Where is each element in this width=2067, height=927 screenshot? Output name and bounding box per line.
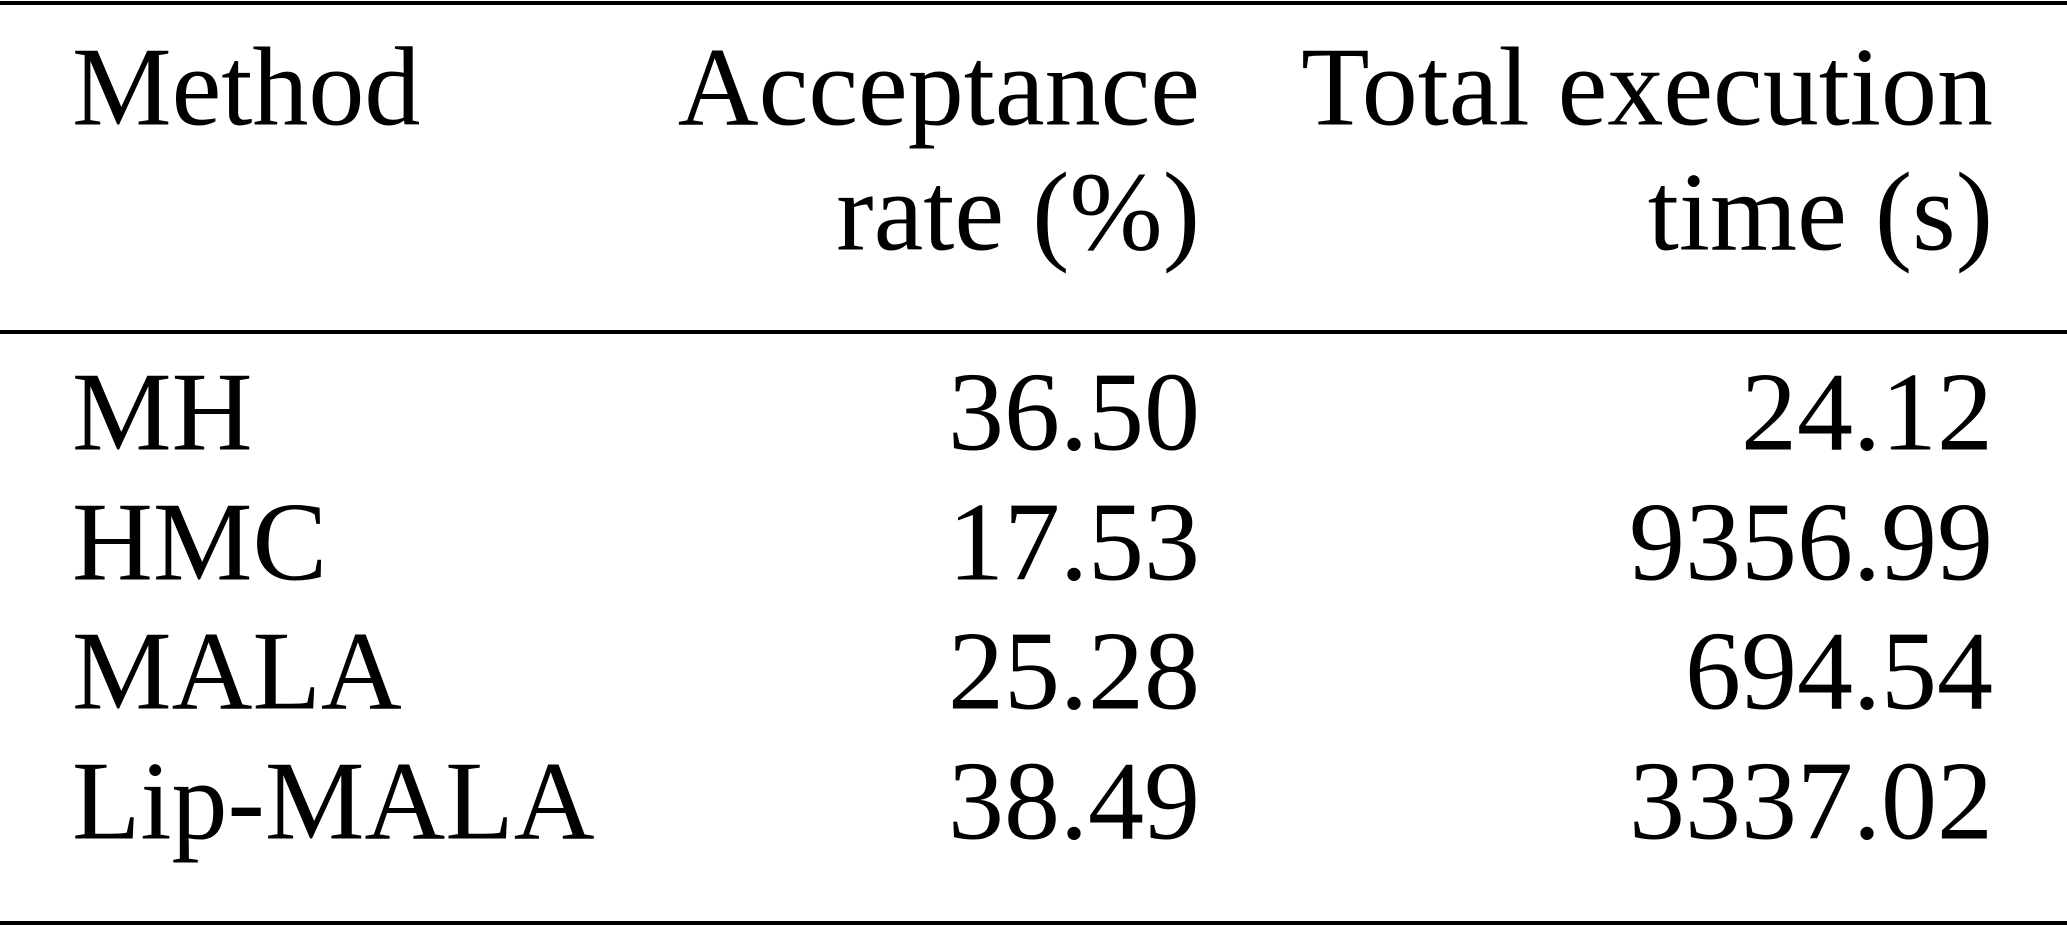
cell: Lip-MALA [72, 740, 595, 864]
cell: 25.28 [948, 610, 1200, 734]
cell: 38.49 [948, 740, 1200, 864]
cell: 36.50 [948, 351, 1200, 475]
header-cell: Acceptance [678, 26, 1200, 150]
cell: 17.53 [948, 481, 1200, 605]
cell: MH [72, 351, 252, 475]
cell: MALA [72, 610, 402, 734]
cell: 9356.99 [1629, 481, 1993, 605]
header-cell: Total execution [1301, 26, 1993, 150]
cell: 694.54 [1685, 610, 1993, 734]
header-cell: time (s) [1648, 151, 1993, 275]
header-cell: rate (%) [836, 151, 1200, 275]
cell: 24.12 [1741, 351, 1993, 475]
header-cell: Method [72, 26, 420, 150]
cell: 3337.02 [1629, 740, 1993, 864]
cell: HMC [72, 481, 327, 605]
